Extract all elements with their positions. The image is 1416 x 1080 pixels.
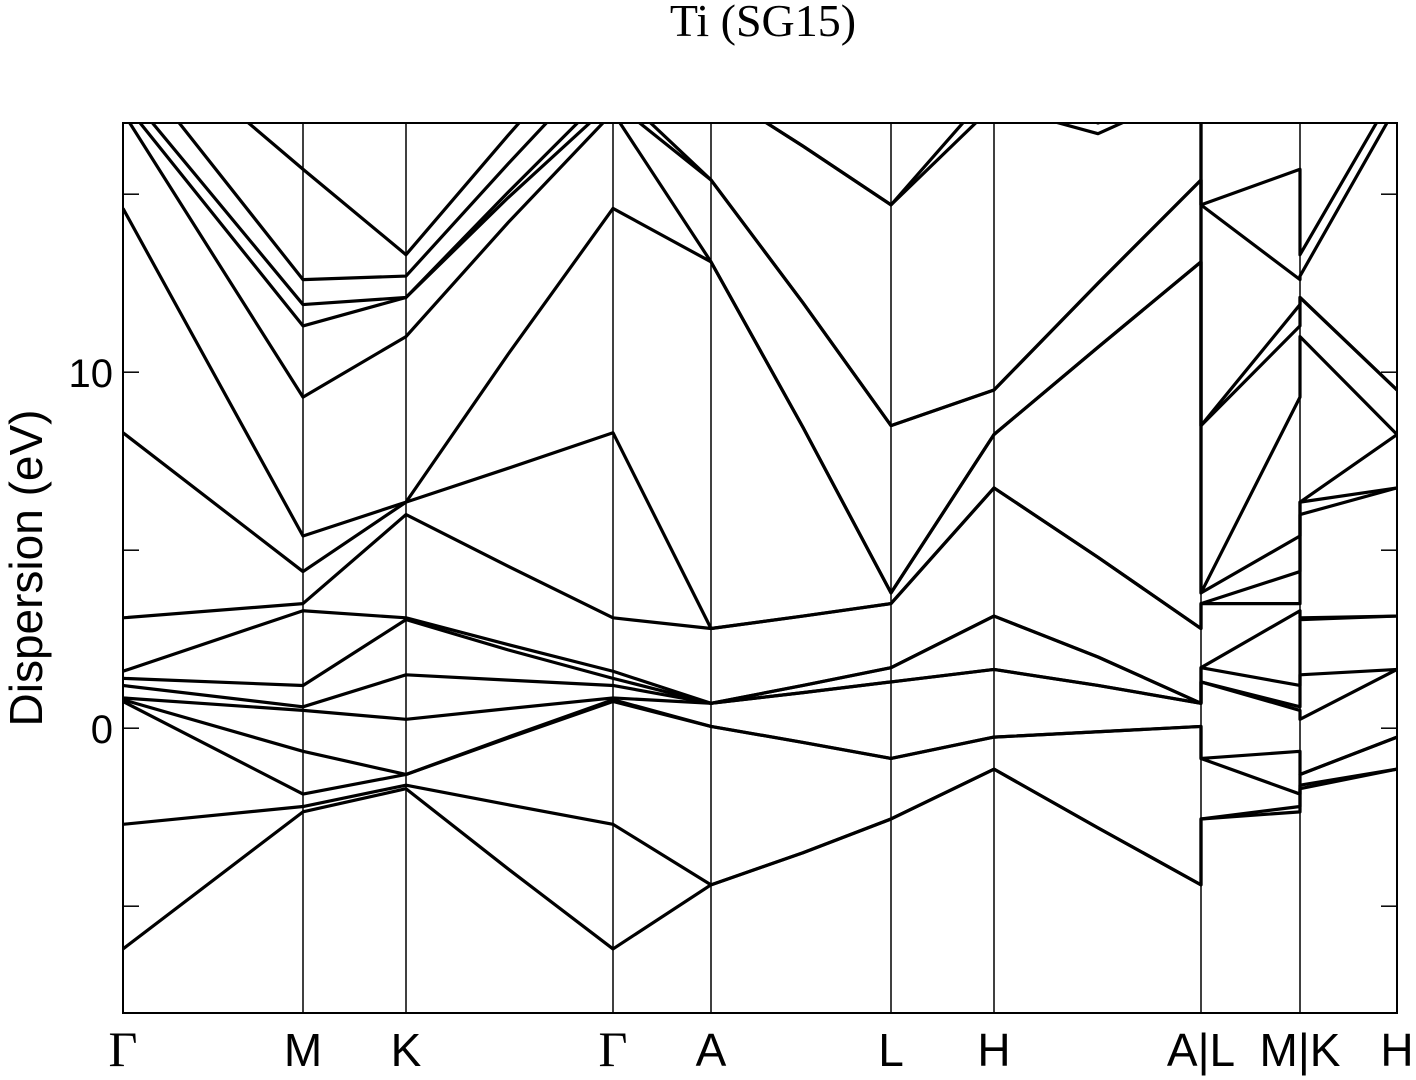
y-tick-label: 0 [91,708,113,752]
band-line [123,609,1397,705]
chart-title: Ti (SG15) [670,0,856,46]
band-line [123,486,1397,631]
x-tick-label: A [696,1024,727,1076]
band-line [123,699,1397,796]
x-tick-label: M [284,1024,322,1076]
band-line [123,767,1397,887]
x-tick-label: M|K [1260,1024,1341,1076]
bands [123,123,1397,951]
band-line [123,667,1397,709]
plot-frame [122,122,1398,1014]
x-tick-label: L [878,1024,904,1076]
y-tick-label: 10 [69,352,114,396]
band-line [123,767,1397,951]
band-line [123,431,1397,631]
x-tick-label: H [1380,1024,1413,1076]
x-tick-label: Γ [109,1021,138,1077]
x-tick-label: A|L [1167,1024,1235,1076]
band-line [150,123,1397,428]
band-line [246,123,1379,257]
band-line [123,206,1397,595]
x-tick-label: K [391,1024,422,1076]
band-line [123,614,1397,705]
y-axis-label: Dispersion (eV) [0,410,52,727]
band-line [138,123,1397,428]
x-tick-label: H [977,1024,1010,1076]
x-tick-label: Γ [599,1021,628,1077]
band-line [127,123,1397,595]
